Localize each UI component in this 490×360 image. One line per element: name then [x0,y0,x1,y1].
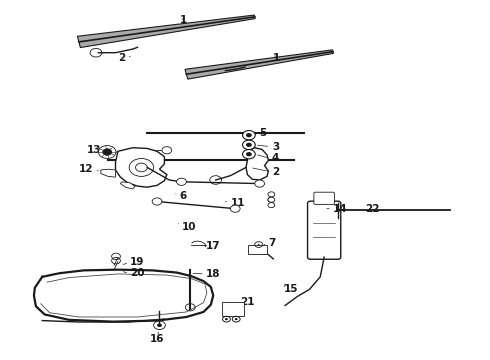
Circle shape [98,145,116,158]
Polygon shape [246,148,269,180]
Circle shape [243,149,255,159]
Text: 4: 4 [272,153,279,163]
Circle shape [246,152,252,156]
Text: 9: 9 [267,197,274,207]
Text: 19: 19 [130,257,145,267]
Circle shape [246,143,252,147]
Text: 14: 14 [333,204,347,214]
Circle shape [225,318,228,320]
Text: 2: 2 [272,167,279,177]
Text: 15: 15 [284,284,298,294]
Polygon shape [185,50,334,79]
Circle shape [268,197,275,202]
Text: 8: 8 [260,247,267,257]
Polygon shape [77,15,255,48]
Text: 2: 2 [118,53,125,63]
Polygon shape [116,148,167,187]
Text: 18: 18 [206,269,220,279]
Circle shape [268,192,275,197]
Polygon shape [101,169,116,177]
Circle shape [268,203,275,208]
Text: 22: 22 [365,204,379,214]
Circle shape [152,198,162,205]
FancyBboxPatch shape [248,245,267,254]
Text: 7: 7 [269,238,276,248]
Text: 1: 1 [273,53,280,63]
Circle shape [162,147,172,154]
Circle shape [176,178,186,185]
Text: 16: 16 [150,333,164,343]
Circle shape [243,131,255,140]
Polygon shape [121,182,135,189]
Circle shape [246,133,252,137]
Text: 20: 20 [130,268,145,278]
Text: 6: 6 [179,191,186,201]
Circle shape [157,323,162,327]
Circle shape [243,140,255,149]
Text: 3: 3 [272,141,279,152]
Text: 1: 1 [180,15,188,26]
Text: 21: 21 [240,297,255,307]
Text: 12: 12 [79,164,94,174]
Text: 13: 13 [86,144,101,154]
Circle shape [235,318,238,320]
FancyBboxPatch shape [308,201,341,259]
FancyBboxPatch shape [314,192,334,204]
Circle shape [103,149,112,155]
Circle shape [255,180,265,187]
Text: 17: 17 [206,241,220,251]
Text: 10: 10 [181,222,196,231]
Text: 11: 11 [230,198,245,208]
Circle shape [230,205,240,212]
Text: 5: 5 [260,129,267,138]
FancyBboxPatch shape [222,302,244,316]
